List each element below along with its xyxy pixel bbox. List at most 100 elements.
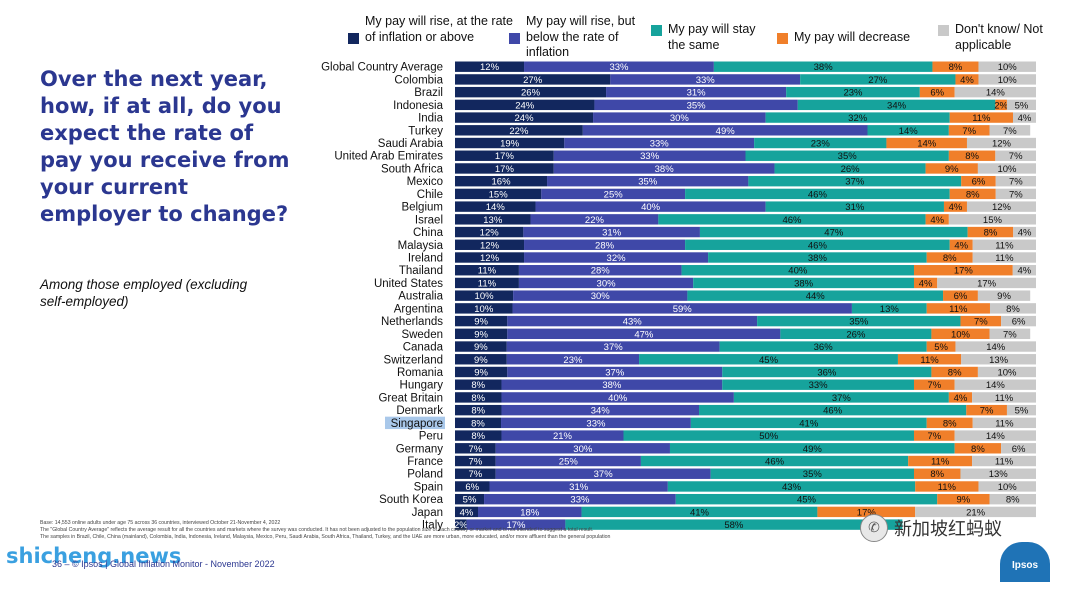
data-label: 13%	[880, 304, 900, 315]
bar-segment	[455, 328, 508, 340]
category-label: Netherlands	[381, 316, 443, 328]
data-label: 5%	[1015, 406, 1029, 417]
data-label: 17%	[495, 151, 515, 162]
data-label: 10%	[997, 164, 1017, 175]
bar-segment	[710, 468, 914, 479]
legend-label: My pay will rise, at the rate of inflati…	[365, 14, 513, 44]
data-label: 21%	[966, 507, 986, 518]
data-label: 36%	[814, 342, 834, 353]
bar-segment	[931, 328, 990, 340]
bar-segment	[455, 239, 525, 250]
data-label: 11%	[995, 418, 1014, 429]
data-label: 45%	[797, 495, 817, 506]
data-label: 38%	[655, 164, 675, 175]
bar-segment	[978, 481, 1036, 492]
data-label: 32%	[607, 253, 627, 264]
bar-segment	[926, 341, 956, 352]
category-label: Australia	[398, 291, 443, 303]
bar-segment	[1012, 265, 1036, 276]
bar-segment	[1006, 99, 1036, 111]
data-label: 4%	[954, 393, 968, 404]
bar-segment	[565, 519, 903, 530]
bar-segment	[972, 239, 1036, 250]
watermark-left: shicheng.news	[6, 544, 182, 568]
data-label: 10%	[998, 75, 1018, 86]
bar-segment	[708, 252, 927, 263]
data-label: 22%	[509, 126, 529, 137]
bar-segment	[719, 341, 927, 352]
bar-segment	[501, 430, 624, 441]
highlight-bg	[385, 416, 445, 430]
bar-segment	[961, 175, 996, 187]
bar-segment	[955, 341, 1036, 352]
bar-segment	[455, 519, 467, 530]
data-label: 33%	[570, 495, 590, 506]
bar-segment	[553, 150, 746, 161]
data-label: 14%	[986, 431, 1006, 442]
bar-segment	[960, 315, 1002, 327]
bar-segment	[523, 226, 700, 238]
bar-segment	[915, 481, 979, 492]
data-label: 49%	[716, 126, 736, 137]
data-label: 46%	[823, 406, 843, 417]
data-label: 9%	[474, 367, 488, 378]
bar-segment	[733, 392, 949, 403]
data-label: 7%	[1009, 177, 1023, 188]
bar-segment	[640, 455, 909, 467]
data-label: 16%	[492, 177, 512, 188]
data-label: 17%	[506, 520, 526, 531]
bar-segment	[897, 354, 962, 365]
bar-segment	[455, 379, 502, 390]
bar-segment	[949, 188, 996, 200]
data-label: 12%	[480, 228, 500, 239]
bar-segment	[937, 493, 990, 505]
bar-segment	[954, 86, 1036, 98]
data-label: 47%	[824, 228, 844, 239]
bar-segment	[925, 163, 978, 174]
data-label: 46%	[808, 240, 828, 251]
data-label: 31%	[845, 202, 865, 213]
data-label: 10%	[474, 304, 494, 315]
bar-segment	[867, 125, 949, 136]
bar-segment	[995, 99, 1007, 111]
bar-segment	[919, 86, 955, 98]
data-label: 14%	[917, 139, 937, 150]
data-label: 8%	[471, 431, 485, 442]
data-label: 8%	[949, 62, 963, 73]
data-label: 18%	[520, 507, 540, 518]
legend-label: My pay will rise, but below the rate of …	[526, 14, 636, 59]
bar-segment	[455, 303, 513, 314]
category-label: Global Country Average	[321, 62, 443, 74]
bar-segment	[995, 175, 1036, 187]
data-label: 7%	[980, 406, 994, 417]
data-label: 11%	[972, 113, 991, 124]
watermark-right-text: 新加坡红蚂蚁	[894, 519, 1002, 540]
data-label: 6%	[1012, 317, 1026, 328]
data-label: 8%	[971, 444, 985, 455]
bar-segment	[524, 61, 714, 72]
bar-segment	[699, 226, 968, 238]
bar-segment	[455, 277, 519, 289]
bar-segment	[455, 74, 611, 85]
bar-segment	[495, 468, 711, 479]
data-label: 24%	[515, 113, 535, 124]
bar-segment	[455, 481, 490, 492]
data-label: 24%	[515, 100, 535, 111]
legend-item-rise-above: My pay will rise, at the rate of inflati…	[348, 14, 515, 45]
category-label: India	[418, 113, 444, 125]
bar-segment	[765, 112, 950, 123]
bar-segment	[495, 455, 641, 467]
category-label: Germany	[396, 443, 444, 455]
bar-segment	[489, 481, 668, 492]
data-label: 12%	[480, 240, 500, 251]
data-label: 9%	[474, 355, 488, 366]
category-label: Singapore	[391, 418, 443, 430]
legend-item-decrease: My pay will decrease	[777, 14, 934, 46]
bar-segment	[455, 137, 565, 149]
category-label: Denmark	[396, 405, 443, 417]
bar-segment	[593, 112, 766, 123]
legend-swatch	[777, 33, 788, 44]
data-label: 34%	[591, 406, 611, 417]
bar-segment	[977, 290, 1031, 301]
bar-segment	[685, 188, 950, 200]
